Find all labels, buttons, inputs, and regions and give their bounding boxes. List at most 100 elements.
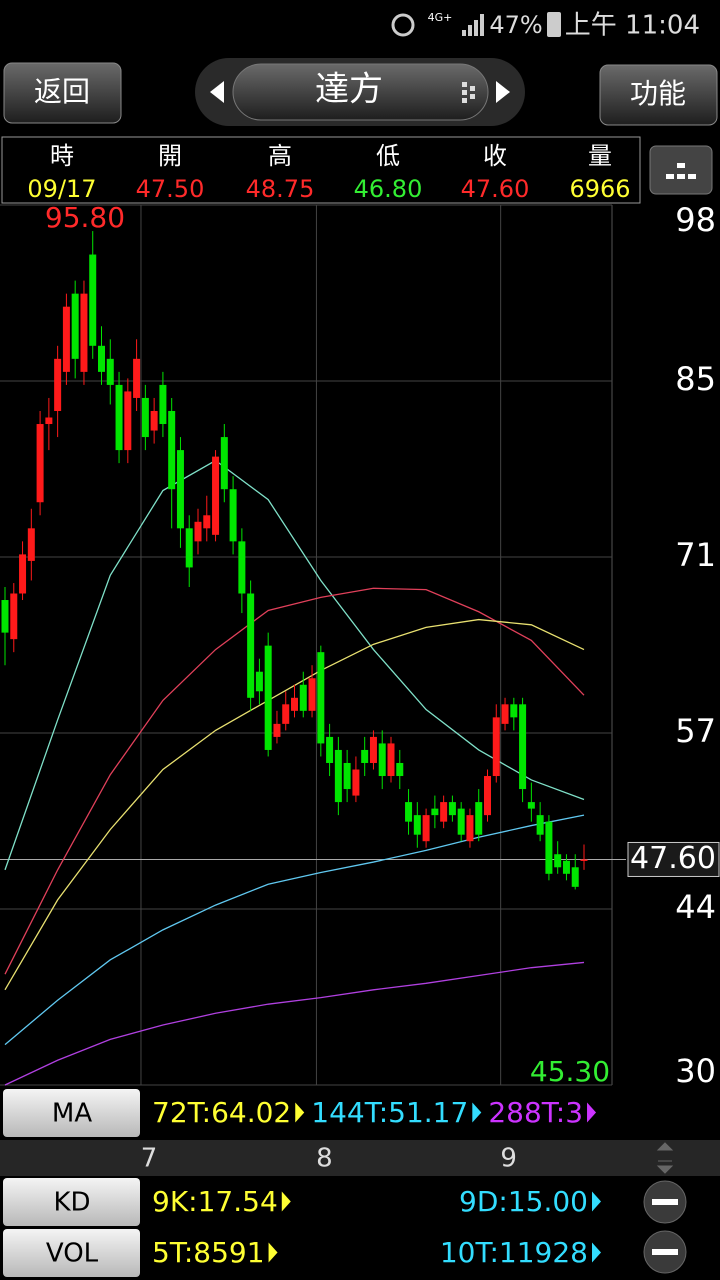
candle-body	[220, 437, 228, 490]
candle-body	[326, 736, 334, 763]
candle-body	[229, 489, 237, 542]
candle-body	[545, 821, 553, 874]
quote-label: 高	[268, 142, 292, 170]
function-label[interactable]: 功能	[630, 77, 686, 110]
x-axis-bar	[0, 1140, 720, 1176]
marker-arrow	[592, 1191, 601, 1212]
candle-body	[308, 678, 316, 711]
candle-body	[431, 808, 439, 816]
quote-menu[interactable]	[649, 145, 713, 195]
candle-body	[19, 554, 27, 594]
candle-body	[176, 450, 184, 529]
candle-body	[247, 593, 255, 698]
candle-body	[440, 802, 448, 822]
marker-arrow	[281, 1191, 291, 1212]
quote-value: 6966	[569, 175, 630, 203]
quote-menu-icon[interactable]	[666, 163, 696, 179]
candle-body	[466, 815, 474, 842]
y-tick-label: 71	[675, 536, 716, 574]
scroll-icon[interactable]	[656, 1142, 674, 1174]
ma-button[interactable]	[3, 1089, 140, 1137]
marker-arrow	[268, 1242, 278, 1263]
candle-body	[396, 762, 404, 777]
quote-label: 收	[483, 142, 507, 170]
candle-body	[422, 815, 430, 842]
stock-title: 達方	[315, 70, 383, 110]
ma-button-label[interactable]: MA	[52, 1099, 92, 1129]
candle-body	[115, 384, 123, 451]
candle-body	[185, 528, 193, 568]
candle-body	[27, 528, 35, 561]
candle-body	[194, 521, 202, 542]
candle-body	[317, 652, 325, 744]
list-icon[interactable]	[462, 82, 475, 103]
candle-body	[255, 671, 263, 692]
next-arrow[interactable]	[496, 81, 510, 103]
candle-body	[571, 867, 579, 887]
candle-body	[282, 704, 290, 724]
candle-body	[510, 704, 518, 718]
quote-value: 47.50	[136, 175, 205, 203]
candle-body	[36, 424, 44, 503]
candle-body	[492, 717, 500, 777]
back-label[interactable]: 返回	[34, 75, 90, 108]
candle-body	[98, 345, 105, 372]
quote-label: 量	[588, 142, 612, 170]
quote: 時 09/17 開 47.50 高 48.75 低 46.80 收 47.60 量 6966	[27, 142, 630, 203]
candle-body	[413, 815, 421, 835]
ma-legend-item: 72T:64.02	[152, 1096, 291, 1129]
y-tick-label: 30	[675, 1052, 716, 1090]
candle-body	[554, 854, 562, 868]
minus[interactable]	[652, 1249, 678, 1255]
ma-line	[4, 961, 585, 1086]
candle-body	[562, 860, 570, 874]
y-tick-label: 57	[675, 712, 716, 750]
signal-icon	[462, 14, 484, 36]
candle-body	[387, 743, 395, 777]
kd-button[interactable]	[3, 1178, 140, 1226]
candle-body	[378, 743, 386, 777]
ma-line	[4, 814, 585, 1046]
marker-arrow	[592, 1242, 601, 1263]
candle-body	[299, 684, 307, 711]
y-tick-label: 44	[675, 888, 716, 926]
candle-body	[80, 293, 88, 372]
candle-body	[45, 417, 53, 425]
candle-body	[71, 293, 79, 359]
x-axis: 7 8 9	[141, 1144, 517, 1174]
candle-body	[124, 391, 132, 451]
ma-legend-item: 288T:3	[488, 1096, 583, 1129]
candle-body	[527, 802, 535, 809]
marker-arrow	[587, 1102, 597, 1123]
vol-button[interactable]	[3, 1229, 140, 1277]
candle-body	[475, 802, 483, 835]
marker-arrow	[472, 1102, 482, 1123]
prev-arrow[interactable]	[210, 81, 224, 103]
quote-label: 時	[50, 142, 74, 170]
function-button[interactable]	[599, 64, 718, 126]
title-pill[interactable]	[232, 63, 489, 121]
quote-box	[1, 136, 641, 204]
candle-body	[264, 645, 272, 750]
clock: 上午 11:04	[565, 11, 700, 41]
network: 4G+	[428, 11, 453, 24]
last-price-label: 47.60	[630, 841, 716, 876]
candle-body	[405, 802, 413, 822]
candle-body	[62, 306, 70, 372]
quote-label: 開	[158, 142, 182, 170]
vol-5: 5T:8591	[152, 1236, 265, 1269]
ma-line	[4, 587, 585, 975]
candle-body	[352, 769, 360, 796]
chart: 98 85 71 57 44 30 47.60 95.80 45.30	[0, 201, 720, 1090]
candle-body	[141, 397, 149, 438]
vol-button-label[interactable]: VOL	[46, 1239, 99, 1269]
kd-button-label[interactable]: KD	[53, 1188, 90, 1218]
back-button[interactable]	[3, 62, 122, 124]
minus[interactable]	[652, 1199, 678, 1205]
marker-arrow	[295, 1102, 305, 1123]
battery-icon	[547, 12, 561, 37]
y-tick-label: 98	[675, 201, 716, 239]
candle-body	[203, 515, 211, 529]
ma-line	[4, 618, 585, 991]
